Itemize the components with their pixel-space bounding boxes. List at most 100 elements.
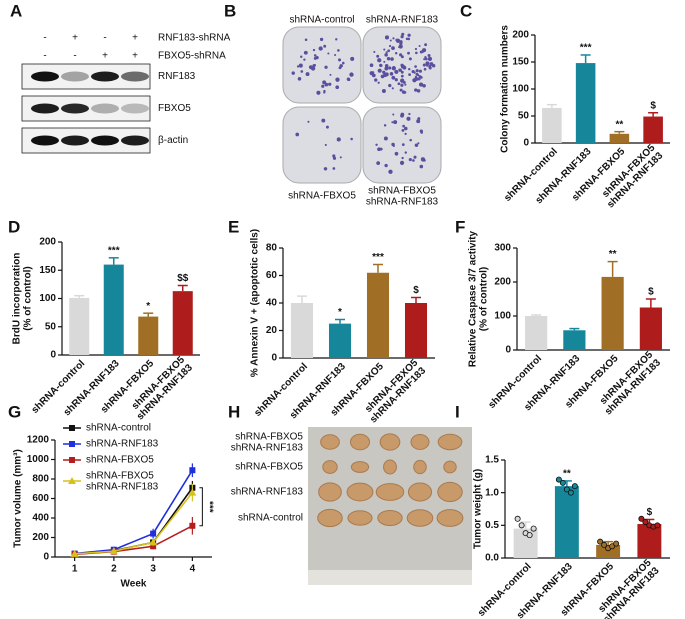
- colony: [414, 88, 418, 92]
- significance: **: [609, 249, 617, 260]
- colony: [307, 120, 310, 123]
- data-point: [567, 489, 574, 496]
- colony: [391, 75, 396, 80]
- colony: [327, 52, 330, 55]
- tumor: [437, 481, 463, 503]
- y-axis-label: Tumor volume (mm³): [13, 449, 24, 548]
- legend-label: shRNA-RNF183: [86, 439, 159, 450]
- colony: [399, 160, 405, 165]
- legend-marker: [69, 425, 75, 431]
- colony: [379, 63, 383, 68]
- colony: [427, 56, 433, 62]
- colony: [428, 66, 432, 70]
- colony: [376, 54, 380, 58]
- bar: [542, 107, 562, 143]
- tumor: [410, 434, 430, 450]
- colony: [383, 124, 387, 127]
- colony: [372, 71, 375, 74]
- marker: [70, 549, 79, 557]
- colony: [404, 151, 407, 154]
- treatment-sign: +: [132, 51, 138, 62]
- tumor: [322, 460, 338, 474]
- colony: [404, 83, 407, 86]
- colony: [335, 38, 338, 41]
- colony: [412, 78, 417, 83]
- colony: [431, 63, 436, 68]
- legend-label: shRNA-FBXO5 shRNA-RNF183: [86, 470, 159, 492]
- bar: [290, 303, 314, 358]
- treatment-sign: -: [73, 51, 76, 62]
- data-point: [530, 525, 537, 532]
- colony: [419, 164, 424, 169]
- colony: [388, 83, 392, 88]
- colony: [401, 32, 405, 36]
- colony: [391, 87, 394, 90]
- colony: [383, 60, 386, 63]
- bar: [138, 316, 159, 355]
- x-tick-label: 2: [111, 564, 117, 575]
- colony: [339, 64, 343, 68]
- colony: [374, 78, 378, 82]
- colony: [414, 143, 419, 148]
- bar: [643, 116, 663, 143]
- y-tick-label: 0.0: [485, 553, 499, 564]
- band-label: β-actin: [158, 135, 188, 146]
- tumor-label: shRNA-FBXO5 shRNA-RNF183: [231, 431, 304, 453]
- colony: [420, 76, 423, 79]
- colony: [341, 61, 345, 65]
- colony: [349, 72, 354, 77]
- tumor: [379, 433, 401, 451]
- colony: [397, 82, 401, 86]
- colony: [383, 73, 387, 78]
- colony: [313, 54, 317, 57]
- colony: [394, 69, 399, 74]
- blot-band: [121, 135, 149, 146]
- colony: [409, 138, 412, 142]
- colony: [398, 46, 401, 49]
- colony: [388, 44, 392, 48]
- colony: [383, 136, 388, 141]
- data-point: [518, 522, 525, 529]
- x-tick-label: 1: [72, 564, 78, 575]
- colony: [382, 70, 386, 74]
- colony: [337, 49, 340, 52]
- significance: **: [615, 119, 623, 130]
- colony-label: shRNA-FBXO5 shRNA-RNF183: [366, 185, 439, 207]
- colony: [334, 53, 337, 57]
- panel-letter: B: [224, 1, 236, 20]
- colony: [318, 46, 323, 51]
- x-tick-label: shRNA-FBXO5shRNA-RNF183: [597, 142, 665, 210]
- treatment-sign: -: [43, 33, 46, 44]
- colony: [408, 57, 412, 61]
- legend-marker: [68, 477, 76, 484]
- colony: [323, 167, 328, 171]
- bar: [69, 297, 90, 355]
- colony: [321, 118, 326, 123]
- legend-label: shRNA-FBXO5: [86, 455, 154, 466]
- colony: [323, 44, 327, 48]
- colony: [312, 64, 316, 68]
- significance: ***: [372, 252, 384, 263]
- bar: [609, 133, 630, 143]
- y-tick-label: 50: [518, 111, 530, 122]
- colony: [377, 58, 382, 63]
- colony: [377, 68, 382, 73]
- series-line: [74, 525, 193, 556]
- y-tick-label: 200: [512, 30, 529, 41]
- marker: [150, 530, 157, 537]
- tumor: [443, 460, 457, 474]
- blot-band: [91, 71, 119, 82]
- colony: [405, 37, 409, 41]
- colony: [298, 63, 303, 68]
- ruler: [308, 570, 472, 585]
- colony: [332, 167, 336, 170]
- y-tick-label: 100: [39, 293, 56, 304]
- y-tick-label: 0: [523, 138, 529, 149]
- treatment-label: FBXO5-shRNA: [158, 51, 226, 62]
- colony: [313, 56, 317, 60]
- colony: [413, 155, 417, 159]
- y-tick-label: 0: [271, 353, 277, 364]
- band-label: FBXO5: [158, 103, 191, 114]
- y-tick-label: 100: [494, 311, 511, 322]
- colony: [373, 50, 376, 53]
